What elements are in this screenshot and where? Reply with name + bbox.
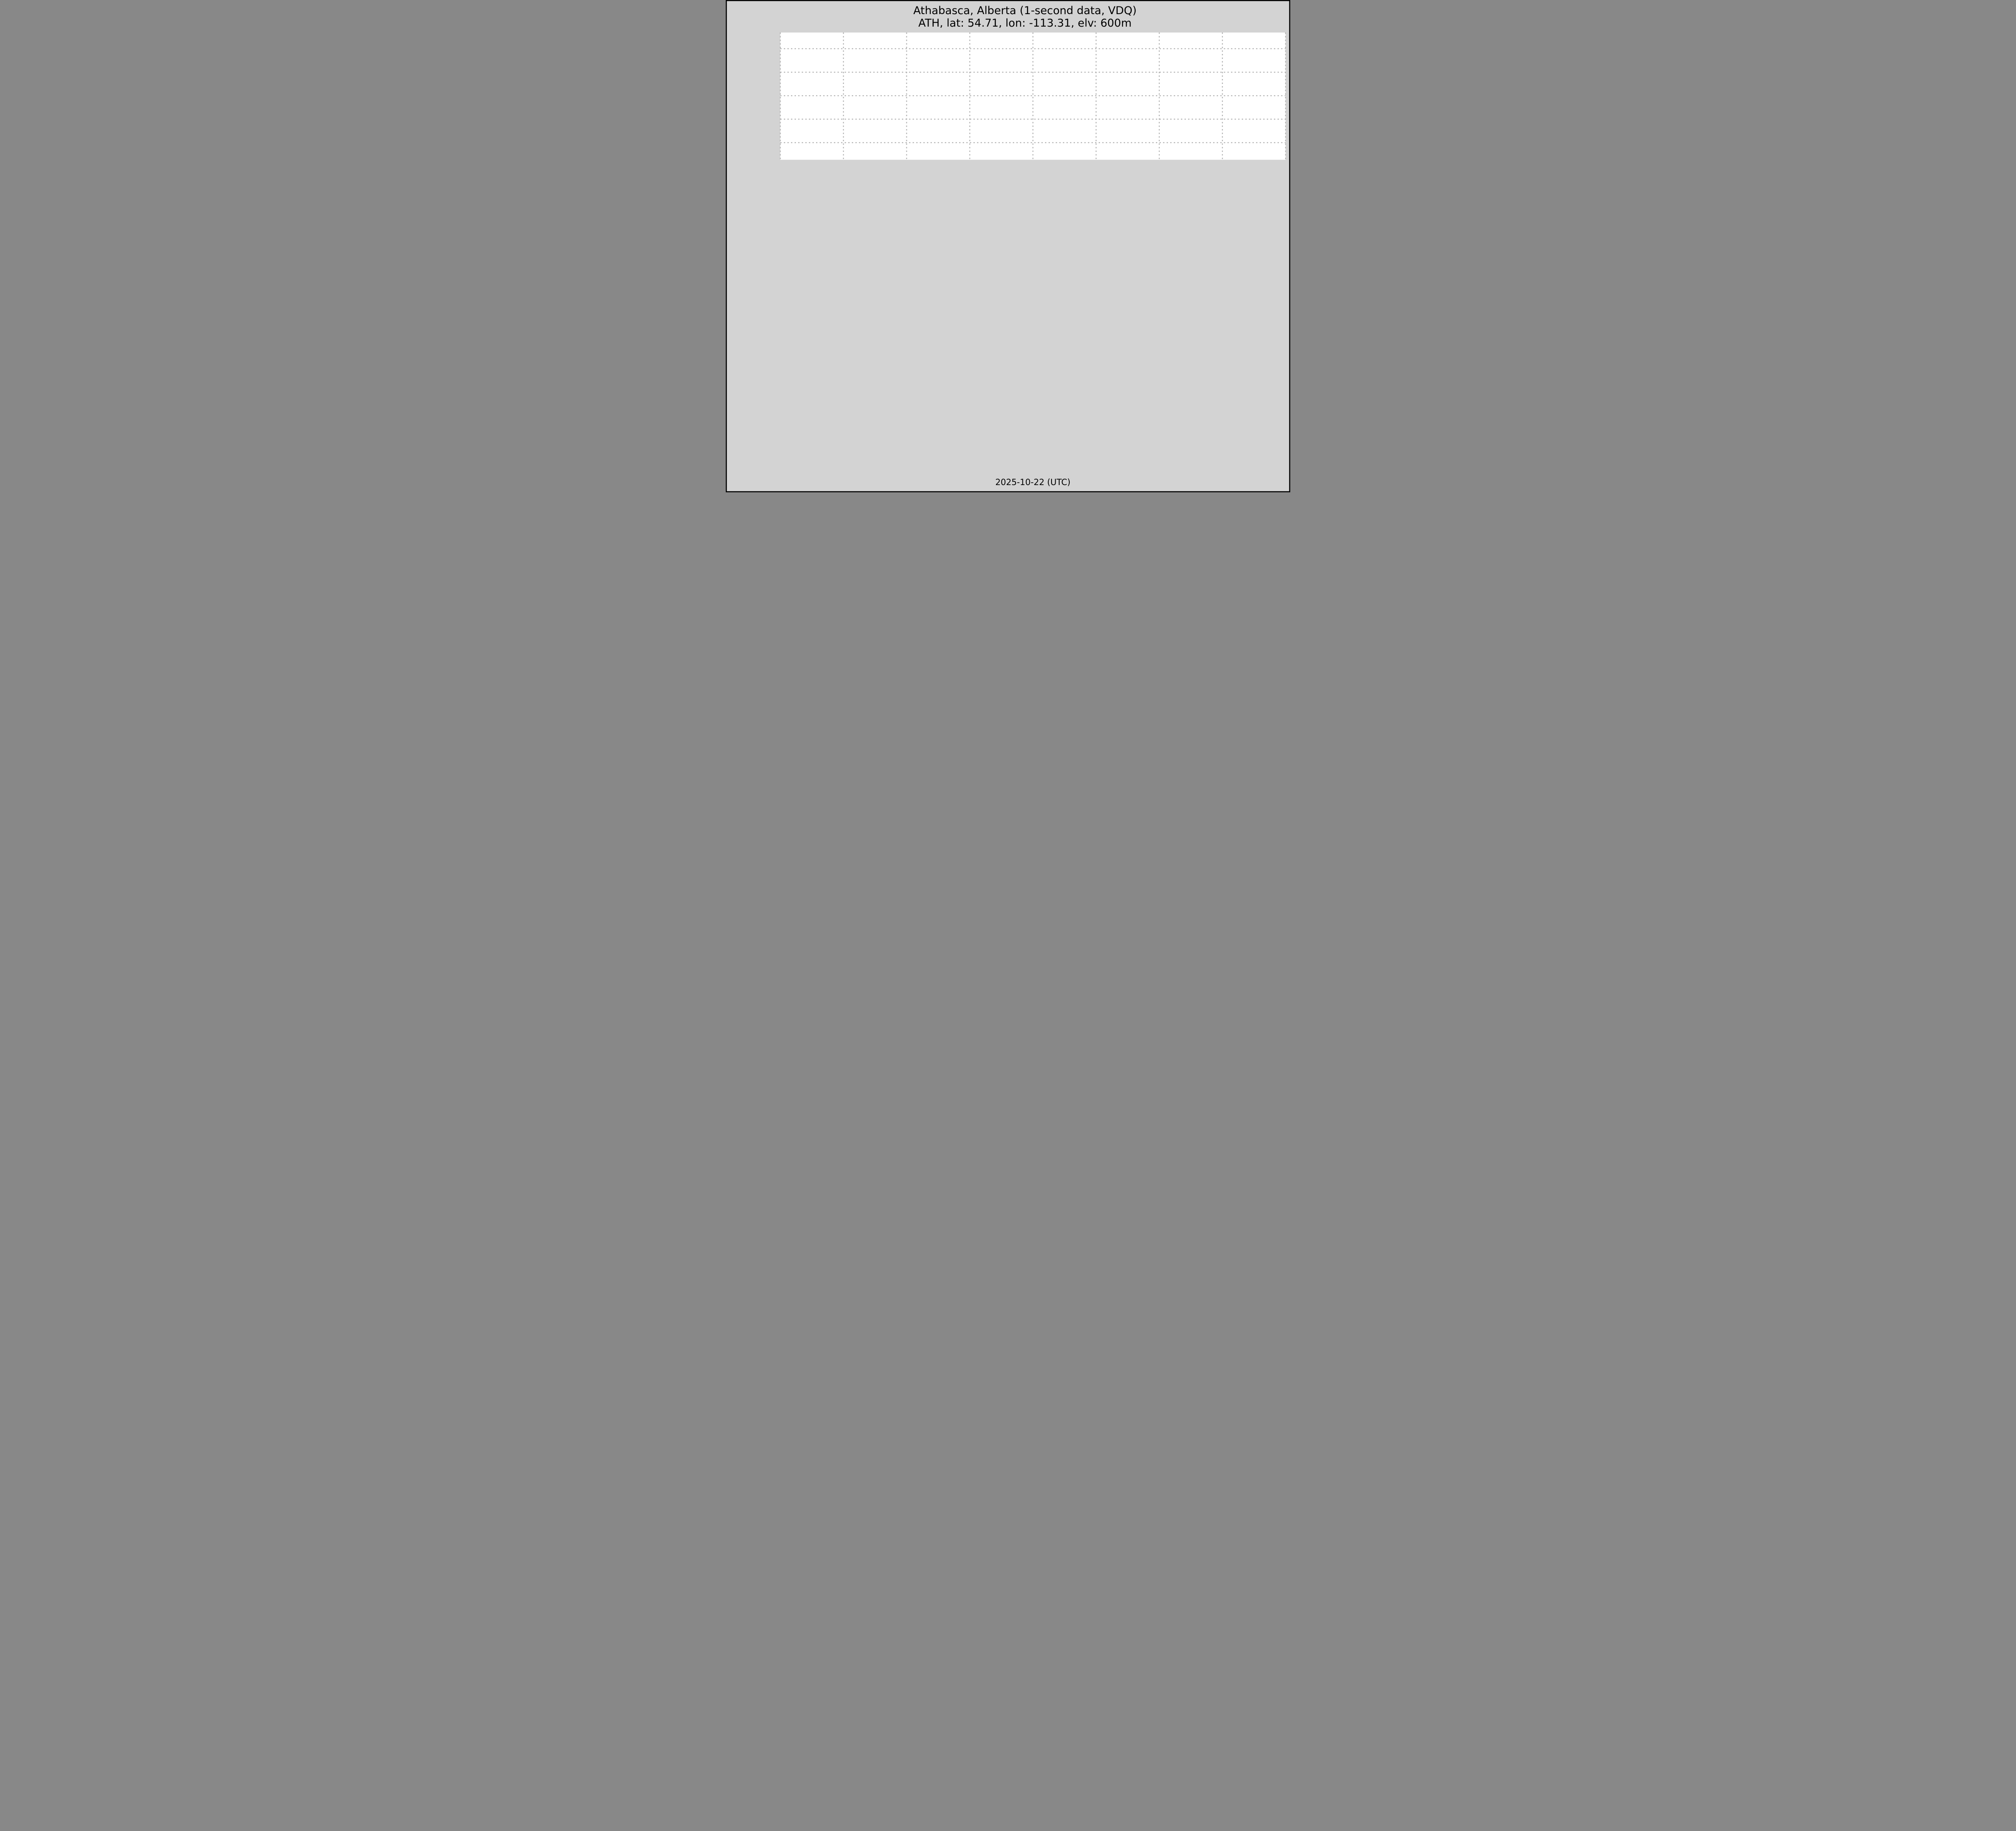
magnetometer-figure: Athabasca, Alberta (1-second data, VDQ) … [726, 0, 1290, 492]
panels-group [780, 32, 1286, 160]
x-axis-label: 2025-10-22 (UTC) [995, 477, 1070, 487]
magnetogram-chart: Athabasca, Alberta (1-second data, VDQ) … [726, 0, 1290, 492]
panel-x-component [780, 32, 1286, 160]
figure-border [726, 0, 1290, 492]
figure-subtitle: ATH, lat: 54.71, lon: -113.31, elv: 600m [918, 17, 1132, 29]
figure-title: Athabasca, Alberta (1-second data, VDQ) [913, 4, 1137, 17]
plot-area-x-component [780, 32, 1286, 160]
